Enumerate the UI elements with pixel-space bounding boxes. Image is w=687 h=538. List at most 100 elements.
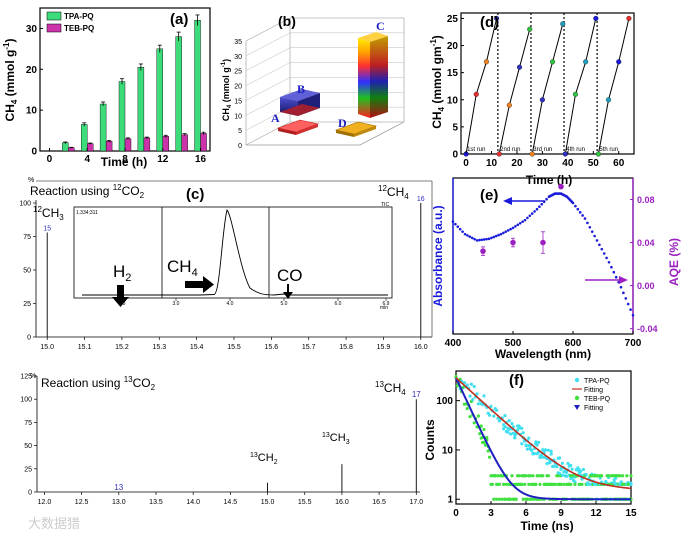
panel-d-label: (d)	[480, 14, 499, 31]
f-tpa-point	[532, 452, 537, 456]
e-abs-point-14-4	[605, 256, 608, 260]
e-abs-point-7-1	[538, 205, 541, 209]
f-teb-point	[482, 427, 486, 432]
f-tpa-point	[511, 431, 515, 435]
f-xtick-label-9: 9	[558, 508, 564, 519]
e-abs-point-12-0	[571, 201, 575, 205]
e-aqe-point-500	[510, 239, 516, 246]
inset-co-arrow-head	[283, 292, 293, 299]
e-abs-point-7-0	[535, 207, 539, 211]
b-ytick-label-15: 15	[234, 98, 242, 105]
panel-f-xlabel: Time (ns)	[520, 519, 573, 533]
panel-c2-13ch4-label: 13CH4	[375, 380, 406, 397]
c-xtick-label-15.2: 15.2	[115, 344, 129, 351]
panel-c2-spectrum-title: Reaction using 13CO2	[41, 375, 156, 392]
e-abs-point-6-2	[528, 214, 532, 218]
d-point-run4-1	[572, 91, 579, 97]
panel-b-bar-A	[276, 119, 320, 135]
panel-c-12ch3-label: 12CH3	[33, 205, 64, 222]
f-tpa-point	[520, 426, 524, 430]
f-teb-point	[495, 497, 499, 501]
c2-ytick-label-25: 25	[24, 466, 32, 473]
f-teb-point	[454, 375, 458, 379]
f-teb-point	[625, 474, 629, 478]
f-teb-point	[483, 443, 487, 447]
f-teb-point	[600, 474, 604, 478]
d-ytick-label-5: 5	[452, 122, 458, 133]
e-abs-point-1-2	[468, 235, 472, 238]
panel-f-label: (f)	[509, 372, 524, 389]
e-abs-point-15-0	[607, 260, 611, 264]
e-abs-point-5-0	[511, 226, 515, 230]
panel-f-frame	[455, 370, 632, 505]
d-point-run5-3	[626, 15, 632, 21]
f-tpa-point	[566, 461, 570, 466]
d-run-label-4: 4th run	[566, 147, 585, 153]
c-xtick-label-15.6: 15.6	[265, 344, 279, 351]
f-teb-point	[531, 474, 535, 478]
panel-d-ticks: 0 10 20 30 40 50 60 0 5 10 15 20 25	[447, 14, 625, 169]
c2-ytick-label-50: 50	[24, 443, 32, 450]
panel-e-xlabel: Wavelength (nm)	[495, 347, 591, 361]
d-xtick-label-50: 50	[588, 158, 600, 169]
f-teb-point	[482, 440, 486, 444]
c2-xtick-label-15.0: 15.0	[261, 499, 275, 506]
bar-teb-pq-14	[181, 134, 188, 152]
d-ytick-label-20: 20	[447, 41, 459, 52]
c-peak-label-15: 15	[43, 225, 51, 232]
e-abs-point-6-4	[533, 210, 536, 213]
f-tpa-point	[489, 404, 493, 408]
e-xtick-label-400: 400	[445, 338, 462, 349]
e-abs-point-13-4	[593, 234, 596, 238]
panel-c2-13ch3-label: 13CH3	[322, 432, 350, 446]
f-tpa-point	[465, 383, 469, 387]
f-tpa-point	[530, 448, 534, 452]
legend-label-tpa: TPA-PQ	[64, 12, 94, 21]
d-point-run2-2	[516, 64, 523, 70]
d-xtick-label-10: 10	[486, 158, 498, 169]
e-abs-point-0-4	[461, 230, 464, 233]
e-abs-point-13-1	[586, 221, 589, 225]
bar-teb-pq-6	[105, 140, 113, 152]
d-xtick-label-30: 30	[537, 158, 549, 169]
e-abs-point-12-3	[578, 211, 582, 214]
f-teb-point	[496, 474, 500, 478]
panel-b-bar-B	[280, 89, 320, 116]
inset-header: 1.334;311	[76, 210, 98, 216]
f-teb-point	[464, 402, 468, 406]
f-tpa-point	[549, 449, 553, 453]
f-teb-point	[532, 497, 537, 501]
e-abs-point-16-0	[619, 285, 623, 289]
d-point-run4-3	[593, 15, 599, 21]
c-xtick-label-15.0: 15.0	[40, 344, 54, 351]
inset-xtick-label-5.0: 5.0	[281, 301, 288, 307]
c2-xtick-label-12.0: 12.0	[38, 499, 52, 506]
d-point-run3-0	[529, 151, 535, 157]
f-tpa-point	[520, 442, 524, 446]
e-aqe-point-580	[558, 183, 564, 190]
f-tpa-point	[471, 398, 475, 402]
e-abs-point-14-2	[600, 247, 604, 251]
legend-marker-teb	[574, 395, 580, 401]
panel-a-bar-chart: 0 4 8 12 16 0 10 20 30 (a) Time (h) CH4 (mmol g-…	[2, 7, 211, 169]
panel-f-legend: TPA-PQ Fitting TEB-PQ Fitting	[572, 377, 611, 412]
c-ytick-label-25: 25	[23, 301, 31, 308]
f-teb-point	[546, 474, 551, 478]
bar-teb-pq-2	[68, 147, 75, 152]
panel-b-floor	[245, 121, 405, 146]
f-teb-point	[556, 474, 560, 478]
d-run-line-3	[531, 23, 564, 155]
legend-label-fit1: Fitting	[584, 387, 603, 394]
f-teb-point	[521, 497, 525, 501]
panel-f-ticks: 0 3 6 9 12 15 1 10 100	[436, 396, 637, 519]
d-ytick-label-15: 15	[447, 68, 459, 79]
e-abs-point-14-0	[595, 239, 599, 242]
f-tpa-point	[619, 480, 623, 484]
d-run-line-4	[564, 18, 597, 155]
f-teb-point	[461, 385, 465, 389]
e-abs-point-13-3	[590, 230, 594, 233]
bar-teb-pq-12	[162, 136, 169, 152]
panel-b-label: (b)	[278, 13, 296, 29]
